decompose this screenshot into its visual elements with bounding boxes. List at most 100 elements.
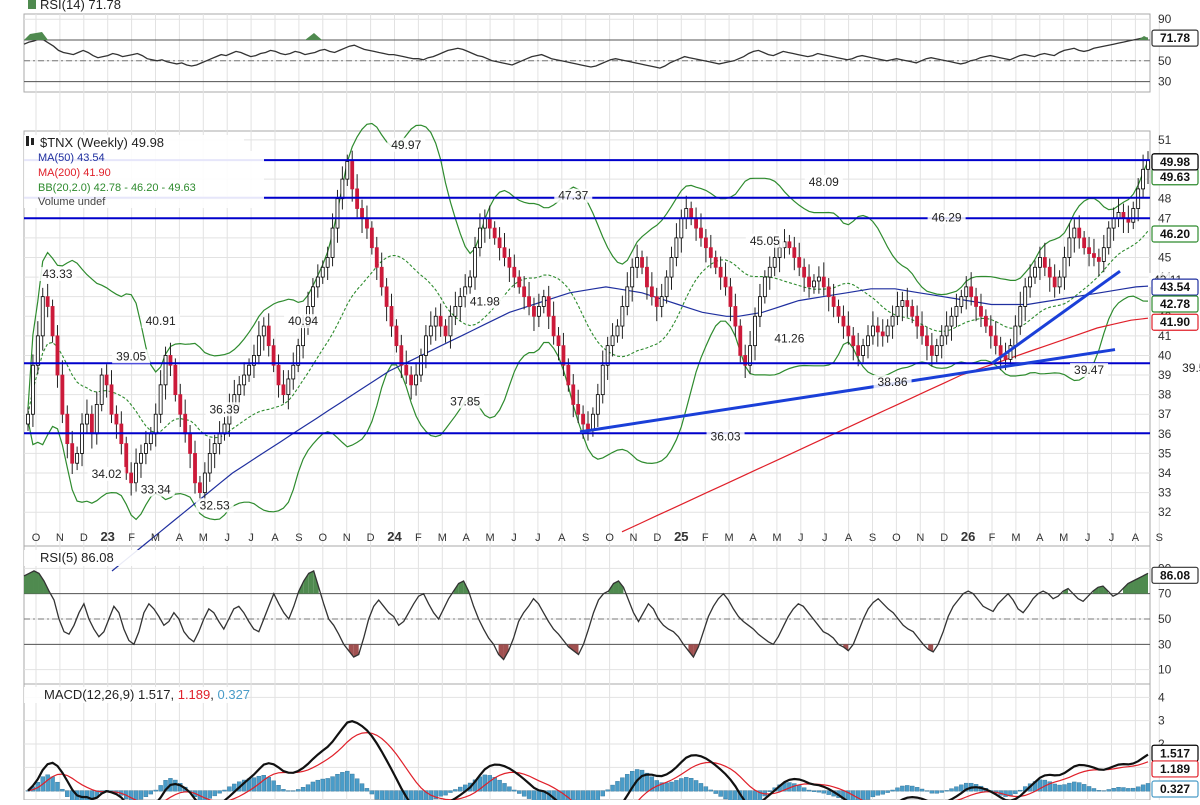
- rsi14-y-tick: 90: [1158, 12, 1172, 26]
- price-y-tick: 38: [1158, 388, 1172, 402]
- badge-last-top-text: 49.98: [1160, 155, 1190, 169]
- candle-body: [728, 286, 733, 307]
- macd-histogram-bar: [870, 790, 876, 798]
- pivot-annotation-label: 43.33: [42, 267, 72, 281]
- pivot-annotation-label: 34.02: [92, 467, 122, 481]
- macd-histogram-bar: [354, 778, 360, 792]
- x-tick-label: N: [343, 532, 351, 544]
- candle-body: [188, 433, 193, 454]
- badge-bb-lower-box: [1151, 295, 1199, 313]
- macd-histogram-bar: [453, 789, 458, 792]
- candle-body: [1003, 355, 1008, 360]
- pivot-annotation: 34.02: [87, 466, 126, 481]
- candle-body: [649, 286, 654, 298]
- candle-body: [925, 335, 929, 347]
- candle-body: [320, 266, 325, 278]
- candle-body: [80, 423, 84, 454]
- candle-body: [522, 286, 527, 298]
- macd-histogram-bar: [384, 790, 389, 805]
- candle-body: [70, 443, 75, 464]
- candle-body: [291, 364, 296, 380]
- macd-histogram-bar: [271, 780, 276, 792]
- pivot-annotation: 33.34: [136, 482, 175, 497]
- macd-histogram-bar: [1062, 784, 1067, 792]
- pivot-annotation-label: 39.47: [1074, 363, 1104, 377]
- macd-histogram-bar: [487, 775, 492, 792]
- candle-body: [1067, 237, 1072, 258]
- macd-histogram-bar: [512, 789, 517, 792]
- macd-histogram-bar: [792, 783, 797, 792]
- x-tick-label: O: [32, 532, 41, 544]
- macd-y-tick: 4: [1158, 690, 1165, 704]
- badge-bb-upper: 49.63: [1151, 168, 1199, 186]
- candle-body: [202, 472, 207, 494]
- macd-histogram-bar: [458, 786, 463, 792]
- rsi14-overbought-fill: [1138, 36, 1148, 40]
- x-tick-label: O: [319, 532, 328, 544]
- rsi5-y-tick: 10: [1158, 663, 1172, 677]
- macd-histogram-bar: [281, 789, 286, 792]
- candle-body: [979, 306, 983, 317]
- candle-body: [546, 296, 551, 317]
- pivot-annotation-label: 33.34: [141, 483, 171, 497]
- x-tick-label: N: [56, 532, 64, 544]
- candle-body: [143, 443, 148, 454]
- legend-bg: [24, 151, 264, 208]
- candle-body: [389, 306, 394, 327]
- macd-histogram-bar: [276, 785, 281, 792]
- macd-histogram-bar: [291, 790, 296, 792]
- macd-histogram-bar: [158, 785, 163, 792]
- candle-body: [885, 325, 890, 337]
- macd-histogram-bar: [45, 774, 50, 792]
- macd-y-tick: 2: [1158, 737, 1165, 751]
- macd-histogram-bar: [133, 790, 139, 802]
- candle-body: [497, 237, 502, 249]
- trendline-long: [579, 348, 1116, 434]
- rsi5-oversold-fill: [573, 644, 579, 655]
- macd-histogram-bar: [79, 790, 85, 804]
- pivot-annotation: 38.86: [873, 374, 912, 389]
- candle-body: [482, 217, 487, 229]
- badge-bb-upper-text: 49.63: [1160, 170, 1190, 184]
- candle-body: [315, 276, 320, 288]
- candle-body: [198, 482, 202, 494]
- candle-body: [158, 384, 163, 415]
- candle-body: [777, 247, 782, 258]
- pivot-annotation-bg: [112, 349, 151, 364]
- rsi5-overbought-fill: [24, 573, 29, 594]
- macd-histogram-bar: [885, 790, 890, 793]
- candle-body: [468, 276, 473, 288]
- bb-upper: [27, 122, 1149, 409]
- candle-body: [478, 227, 482, 249]
- candle-body: [836, 306, 841, 317]
- macd-histogram-bar: [374, 790, 379, 800]
- rsi5-badge: 86.08: [1151, 566, 1199, 584]
- x-tick-label: J: [535, 532, 541, 544]
- candle-body: [1072, 227, 1077, 239]
- macd-histogram-bar: [300, 787, 306, 792]
- candle-body: [875, 325, 880, 333]
- candle-body: [60, 374, 65, 415]
- rsi5-overbought-fill: [1143, 573, 1148, 594]
- macd-histogram-bar: [408, 790, 414, 805]
- candle-body: [807, 276, 811, 288]
- candle-body: [35, 335, 40, 366]
- candle-body: [1131, 208, 1136, 223]
- pivot-annotation-bg: [465, 294, 504, 309]
- candle-body: [271, 345, 276, 366]
- macd-histogram-bar: [659, 782, 664, 792]
- macd-histogram-bar: [767, 790, 772, 792]
- macd-histogram-bar: [575, 790, 581, 805]
- candle-body: [438, 315, 443, 327]
- macd-histogram-bar: [173, 779, 178, 792]
- candle-body: [1038, 257, 1042, 268]
- candle-body: [325, 257, 330, 268]
- price-y-tick: 36: [1158, 427, 1172, 441]
- x-tick-label: A: [1132, 532, 1140, 544]
- candle-body: [1082, 237, 1087, 249]
- rsi5-overbought-fill: [28, 570, 34, 594]
- pivot-annotation-label: 47.37: [558, 189, 588, 203]
- candle-body: [247, 364, 251, 376]
- pivot-annotation-label: 36.39: [209, 402, 239, 416]
- candle-body: [296, 345, 301, 366]
